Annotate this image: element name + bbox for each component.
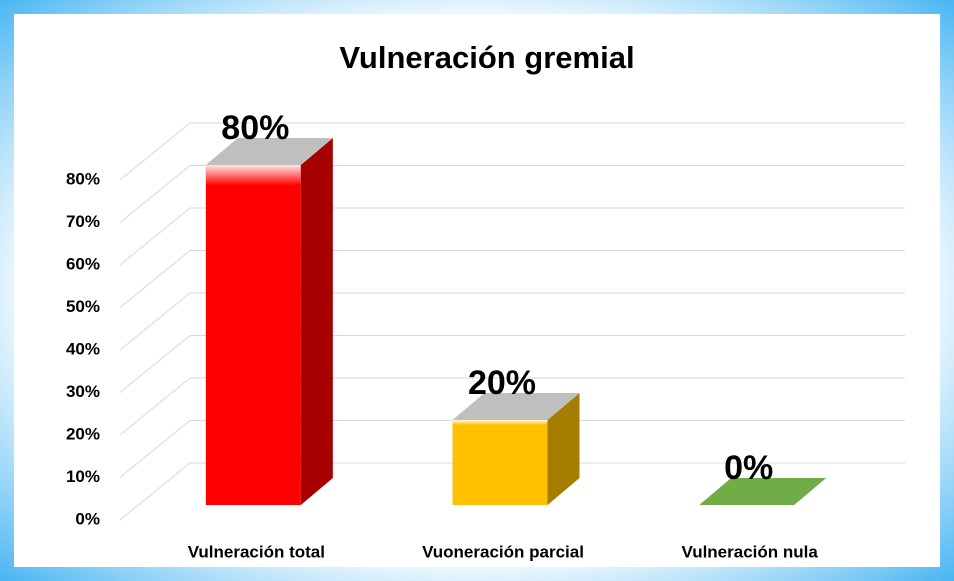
y-tick-label: 50% (66, 297, 100, 316)
y-tick-label: 70% (66, 212, 100, 231)
value-label: 80% (221, 109, 289, 147)
grid-line-side (119, 335, 191, 393)
bar-side (547, 393, 580, 505)
y-tick-label: 40% (66, 339, 100, 358)
bar-side (300, 138, 333, 505)
grid-line-side (119, 207, 191, 266)
chart-title: Vulneración gremial (339, 40, 634, 75)
y-tick-label: 80% (66, 169, 100, 188)
bar-top (699, 478, 827, 505)
grid-line-side (119, 122, 191, 181)
y-tick-label: 20% (66, 424, 100, 443)
bar-top (452, 393, 580, 420)
x-tick-label: Vuoneración parcial (422, 542, 584, 561)
grid-line-side (119, 462, 191, 521)
y-tick-label: 60% (66, 254, 100, 273)
value-label: 0% (724, 449, 773, 487)
grid-line-side (119, 165, 191, 223)
x-tick-label: Vulneración total (188, 542, 325, 561)
grid-line-side (119, 250, 191, 308)
grid-line-side (119, 420, 191, 478)
grid-line-side (119, 292, 191, 351)
bar-highlight (205, 165, 301, 505)
x-tick-label: Vulneración nula (681, 542, 818, 561)
grid-line-side (119, 377, 191, 436)
y-tick-label: 0% (75, 509, 100, 528)
value-label: 20% (468, 364, 536, 402)
bar-top (205, 138, 333, 165)
bar-highlight (452, 420, 548, 505)
y-tick-label: 30% (66, 382, 100, 401)
y-tick-label: 10% (66, 467, 100, 486)
